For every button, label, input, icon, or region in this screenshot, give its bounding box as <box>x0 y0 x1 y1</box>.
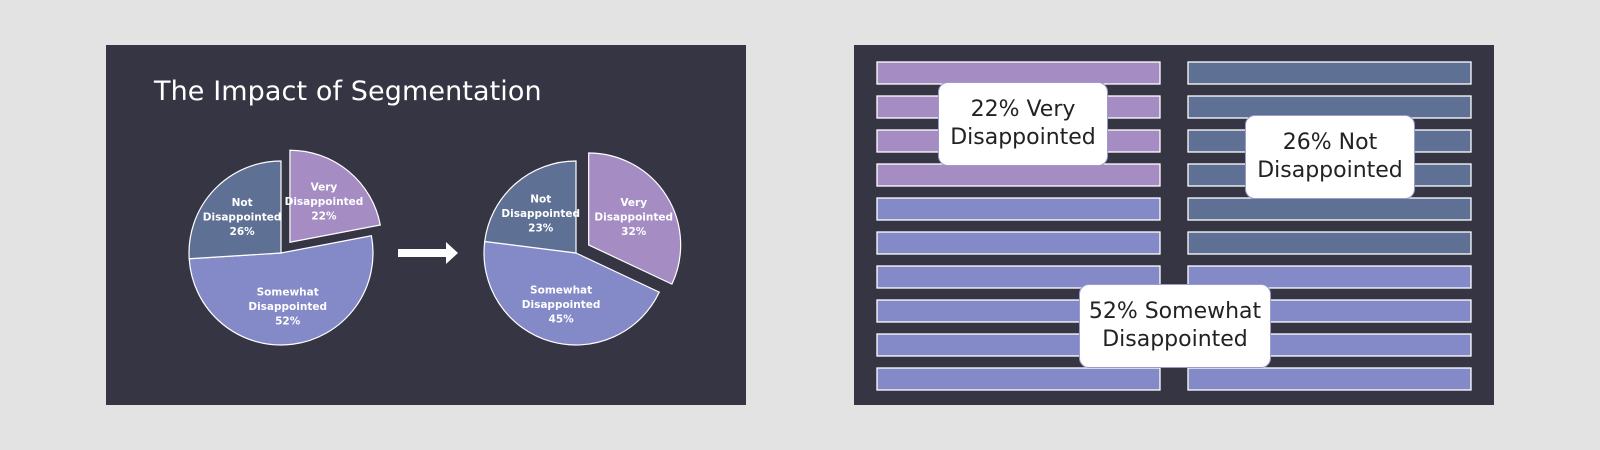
pie-2-slice-1-label-line-1: Very <box>620 197 647 209</box>
callout-not-line-2: Disappointed <box>1257 158 1403 183</box>
callout-somewhat-line-2: Disappointed <box>1102 327 1248 352</box>
pie-1-slice-1-label-line-3: 22% <box>311 211 337 223</box>
pie-1-slice-2-label-line-2: Disappointed <box>248 301 327 313</box>
pie-1-slice-1-label: Very Disappointed 22% <box>285 182 364 223</box>
segment-bar-col-1-row-10 <box>876 367 1161 391</box>
pie-1-slice-3-label-line-1: Not <box>232 197 253 209</box>
segment-bar-col-1-row-7 <box>876 265 1161 289</box>
pie-2-slice-2-label: Somewhat Disappointed 45% <box>522 285 601 326</box>
pie-1-slice-3-label-line-3: 26% <box>230 226 256 238</box>
callout-not-disappointed: 26% Not Disappointed <box>1245 115 1415 199</box>
pie-1-slice-3 <box>188 160 282 260</box>
segment-bar-col-2-row-6 <box>1187 231 1472 255</box>
pie-2-slice-3-label: Not Disappointed 23% <box>501 193 580 234</box>
pie-1-slice-1 <box>289 149 381 243</box>
segment-bar-col-1-row-1 <box>876 61 1161 85</box>
segment-bar-col-1-row-4 <box>876 163 1161 187</box>
pie-2-slice-3-label-line-1: Not <box>530 193 551 205</box>
callout-very-line-1: 22% Very <box>970 97 1076 122</box>
pie-1-slice-2 <box>188 235 374 346</box>
segment-bar-col-2-row-10 <box>1187 367 1472 391</box>
pie-2-slice-1-label: Very Disappointed 32% <box>594 197 673 238</box>
pie-1-slice-2-label-line-3: 52% <box>275 315 301 327</box>
segment-bar-col-2-row-1 <box>1187 61 1472 85</box>
callout-somewhat-disappointed: 52% Somewhat Disappointed <box>1079 284 1271 368</box>
callout-very-line-2: Disappointed <box>950 125 1096 150</box>
pie-1-slice-3-label: Not Disappointed 26% <box>203 197 282 238</box>
segment-bar-col-1-row-6 <box>876 231 1161 255</box>
pie-1-slice-2-label-line-1: Somewhat <box>257 286 319 298</box>
pie-2-slice-1-label-line-3: 32% <box>621 226 647 238</box>
right-arrow-icon <box>398 242 458 264</box>
pie-2-slice-2-label-line-2: Disappointed <box>522 299 601 311</box>
pie-2-slice-3-label-line-3: 23% <box>528 222 554 234</box>
pie-2-slice-1 <box>588 152 682 285</box>
segment-bars-slide: 22% Very Disappointed 26% Not Disappoint… <box>854 45 1494 405</box>
slide-title: The Impact of Segmentation <box>154 76 542 107</box>
pie-2-slice-2 <box>483 240 661 346</box>
pie-2-slice-1-label-line-2: Disappointed <box>594 211 673 223</box>
pie-2-slice-2-label-line-1: Somewhat <box>530 285 592 297</box>
callout-very-disappointed: 22% Very Disappointed <box>938 82 1108 166</box>
segment-bar-col-2-row-5 <box>1187 197 1472 221</box>
pie-charts: Very Disappointed 22% Somewhat Disappointed 5… <box>188 149 682 346</box>
callout-not-line-1: 26% Not <box>1282 130 1378 155</box>
pie-1-slice-1-label-line-2: Disappointed <box>285 196 364 208</box>
segment-bar-col-1-row-5 <box>876 197 1161 221</box>
segment-bar-col-2-row-7 <box>1187 265 1472 289</box>
pie-2-slice-3-label-line-2: Disappointed <box>501 208 580 220</box>
segmentation-slide: The Impact of Segmentation Very Disappoin… <box>106 45 746 405</box>
pie-1-slice-2-label: Somewhat Disappointed 52% <box>248 286 327 327</box>
pie-1-slice-3-label-line-2: Disappointed <box>203 211 282 223</box>
pie-2-slice-2-label-line-3: 45% <box>549 314 575 326</box>
pie-2-slice-3 <box>484 160 577 254</box>
callout-somewhat-line-1: 52% Somewhat <box>1088 299 1262 324</box>
pie-1-slice-1-label-line-1: Very <box>311 182 338 194</box>
